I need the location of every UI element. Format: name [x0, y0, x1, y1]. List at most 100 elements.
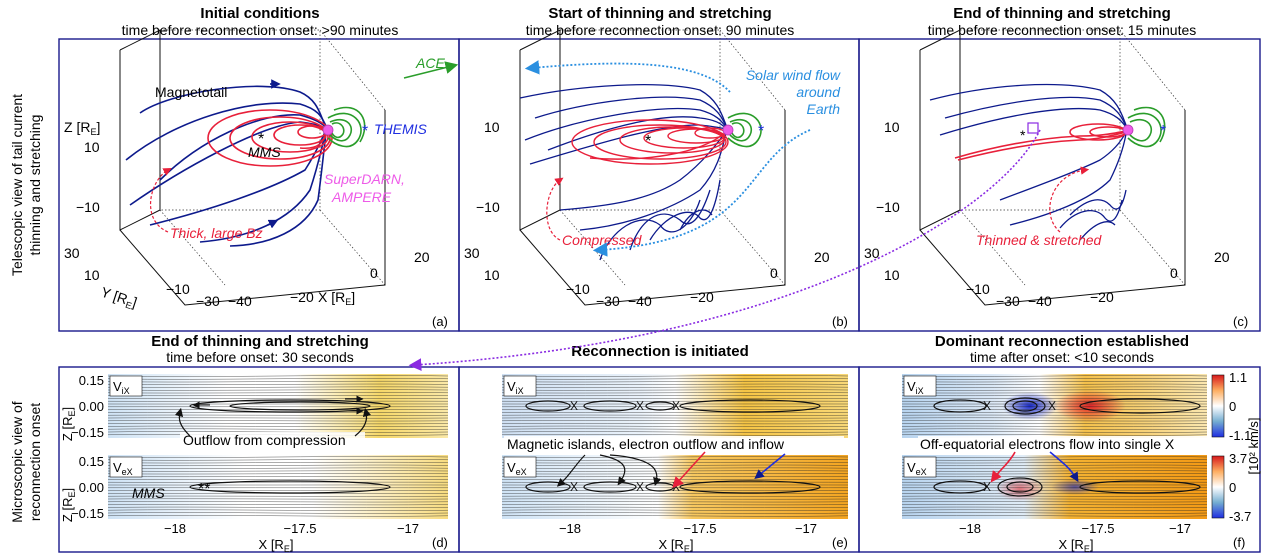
stream-line [107, 423, 449, 425]
panel-c-red-lines [954, 123, 1127, 161]
panel-a-dipole [327, 106, 366, 148]
d-mms-label: MMS [132, 485, 165, 501]
stream-line [501, 467, 849, 469]
d-outflow-label: Outflow from compression [183, 432, 346, 448]
stream-line [501, 501, 849, 503]
letter-d: (d) [432, 535, 448, 550]
b-x-tick-20: 20 [814, 249, 830, 265]
c-x-tick-m20: −20 [1090, 289, 1114, 305]
stream-line [901, 383, 1208, 386]
c-x-tick-0: 0 [1170, 265, 1178, 281]
a-z-label: Z [RE] [64, 119, 100, 137]
stream-line [501, 378, 849, 380]
stream-line [107, 428, 449, 430]
d-x-tick-m18: −18 [164, 521, 186, 536]
b-z-tick-m10: −10 [476, 199, 500, 215]
stream-line [501, 456, 849, 458]
f-x-point-3: X [1048, 399, 1056, 413]
colorbar-electron-max: 3.7 [1229, 451, 1247, 466]
stream-line [107, 375, 449, 377]
f-x-point-2: X [983, 480, 991, 494]
title-e: Reconnection is initiated [571, 343, 749, 360]
d-z-tick-top-upper: 0.15 [79, 373, 104, 388]
stream-line [901, 431, 1208, 433]
d-z-tick-top-lower: 0.15 [79, 454, 104, 469]
a-ampere-label: AMPERE [331, 189, 392, 205]
a-themis-label: THEMIS [374, 121, 428, 137]
colorbar-electron [1211, 455, 1225, 519]
f-vex-blue-region [1051, 479, 1099, 495]
stream-line [107, 512, 449, 514]
b-mms-star-icon: * [645, 133, 651, 150]
e-x-point-1: X [570, 399, 578, 413]
row-label-bottom-line2: reconnection onset [27, 403, 43, 521]
stream-line [107, 467, 449, 469]
d-x-label: X [RE] [259, 537, 294, 554]
title-c: End of thinning and stretching [953, 5, 1170, 22]
d-z-tick-bot-lower: −0.15 [71, 506, 104, 521]
title-d: End of thinning and stretching [151, 333, 368, 350]
axes-3d-labels: Z [RE] 10 −10 30 10 −10 −30 Y [RE] −40 −… [64, 119, 1230, 313]
stream-line [901, 512, 1208, 514]
stream-line [501, 375, 849, 377]
stream-line [501, 386, 849, 388]
a-y-label: Y [RE] [98, 284, 139, 313]
colorbar-ion-min: -1.1 [1229, 428, 1251, 443]
f-x-tick-m17: −17 [1169, 521, 1191, 536]
c-mms-star-icon: * [1020, 127, 1026, 143]
stream-line [901, 464, 1208, 467]
stream-line [107, 378, 449, 380]
subtitle-d: time before onset: 30 seconds [166, 349, 354, 365]
a-z-tick-m10: −10 [76, 199, 100, 215]
stream-line [501, 428, 849, 430]
colorbar-ion-zero: 0 [1229, 399, 1236, 414]
c-y-tick-30: 30 [864, 245, 880, 261]
b-y-tick-30: 30 [464, 245, 480, 261]
c-x-tick-m40: −40 [1028, 293, 1052, 309]
stream-line [501, 461, 849, 464]
a-x-tick-20: 20 [414, 249, 430, 265]
stream-line [901, 461, 1208, 464]
stream-line [501, 506, 849, 509]
stream-line [107, 386, 449, 388]
panel-c-dipole [1127, 106, 1166, 148]
stream-line [901, 504, 1208, 506]
d-x-tick-m17: −17 [397, 521, 419, 536]
stream-line [501, 434, 849, 436]
panel-c-3d [919, 29, 1186, 306]
d-mms-star-icon: ** [198, 481, 210, 498]
f-x-label: X [RE] [1059, 537, 1094, 554]
annotations-2d: Outflow from compression MMS ** Magnetic… [132, 432, 1208, 501]
islands-2d [189, 397, 1201, 497]
ace-label: ACE [415, 55, 445, 71]
f-vex-label: VeX [907, 460, 927, 477]
stream-line [901, 459, 1208, 461]
d-flow-arrows [192, 395, 364, 415]
colorbar-electron-zero: 0 [1229, 480, 1236, 495]
e-x-tick-m17: −17 [795, 521, 817, 536]
e-x-tick-m175: −17.5 [684, 521, 717, 536]
b-x-tick-m20: −20 [690, 289, 714, 305]
stream-line [901, 420, 1208, 422]
b-z-tick-10: 10 [484, 119, 500, 135]
stream-line [901, 515, 1208, 517]
stream-line [107, 506, 449, 509]
d-z-label-lower: Z [RE] [60, 488, 77, 522]
a-x-tick-0: 0 [370, 265, 378, 281]
stream-line [501, 423, 849, 425]
panel-b-dipole [727, 112, 762, 148]
annotations-3d: Magnetotail MMS THEMIS SuperDARN, AMPERE… [155, 55, 1103, 248]
a-y-tick-30: 30 [64, 245, 80, 261]
stream-line [901, 423, 1208, 425]
b-themis-star-icon: * [758, 123, 764, 140]
c-x-tick-20: 20 [1214, 249, 1230, 265]
velocity-labels: ViX VeX ViX VeX ViX VeX [109, 375, 937, 478]
d-z-tick-mid-upper: 0.00 [79, 399, 104, 414]
letter-c: (c) [1233, 314, 1248, 329]
c-y-tick-m30: −30 [996, 293, 1020, 309]
panel-c-box [919, 29, 1186, 306]
title-a: Initial conditions [200, 5, 319, 22]
stream-line [501, 459, 849, 461]
letter-b: (b) [832, 314, 848, 329]
c-thinned-label: Thinned & stretched [976, 232, 1103, 248]
